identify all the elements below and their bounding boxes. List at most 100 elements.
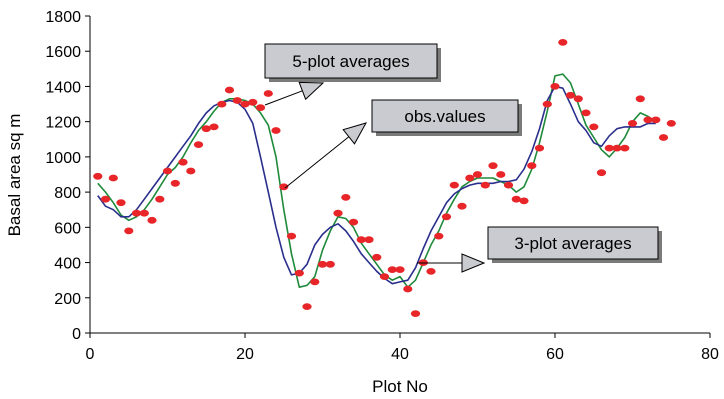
y-tick-label: 200 bbox=[54, 291, 81, 308]
obs-point bbox=[131, 209, 142, 217]
obs-point bbox=[240, 100, 250, 108]
y-tick-label: 0 bbox=[72, 326, 81, 343]
obs-point bbox=[93, 172, 103, 180]
callout-3: 3-plot averages bbox=[417, 226, 662, 273]
callout-box bbox=[487, 226, 659, 260]
obs-point bbox=[449, 181, 459, 189]
callouts: 5-plot averages obs.values 3-plot averages bbox=[264, 43, 662, 273]
callout-arrow-shaft bbox=[264, 90, 303, 106]
x-axis-title: Plot No bbox=[372, 377, 428, 396]
obs-point bbox=[124, 227, 134, 235]
callout-box bbox=[371, 99, 519, 133]
obs-point bbox=[224, 86, 235, 94]
obs-point bbox=[356, 236, 366, 244]
obs-point bbox=[116, 199, 126, 207]
obs-point bbox=[294, 269, 304, 277]
obs-point bbox=[108, 174, 118, 182]
obs-point bbox=[263, 90, 273, 97]
x-tick-label: 40 bbox=[391, 346, 409, 363]
obs-point bbox=[372, 253, 382, 261]
obs-point bbox=[612, 144, 622, 152]
obs-point bbox=[201, 125, 211, 133]
obs-point bbox=[232, 97, 242, 104]
obs-point bbox=[589, 123, 599, 131]
obs-point bbox=[565, 91, 576, 99]
obs-point bbox=[488, 162, 498, 170]
obs-point bbox=[279, 183, 289, 191]
callout-2: obs.values bbox=[284, 99, 522, 189]
obs-point bbox=[147, 216, 157, 224]
obs-point bbox=[193, 141, 204, 149]
obs-point bbox=[581, 109, 591, 117]
obs-point bbox=[457, 202, 467, 210]
obs-point bbox=[286, 232, 297, 240]
callout-label: 3-plot averages bbox=[514, 234, 631, 253]
plot-area bbox=[93, 39, 676, 317]
obs-point bbox=[643, 116, 653, 124]
callout-label: obs.values bbox=[404, 107, 485, 126]
x-tick-label: 60 bbox=[546, 346, 564, 363]
obs-point bbox=[426, 268, 436, 275]
y-tick-label: 1400 bbox=[45, 79, 81, 96]
obs-point bbox=[573, 95, 583, 103]
y-tick-label: 1800 bbox=[45, 9, 81, 26]
series-line-1 bbox=[97, 73, 657, 288]
obs-point bbox=[271, 127, 281, 134]
obs-point bbox=[666, 120, 676, 127]
callout-arrow-head bbox=[461, 253, 486, 273]
obs-point bbox=[387, 266, 397, 273]
obs-point bbox=[534, 144, 545, 152]
obs-point bbox=[604, 144, 614, 152]
obs-point bbox=[100, 195, 111, 203]
obs-point bbox=[627, 120, 638, 127]
x-tick-label: 80 bbox=[701, 346, 719, 363]
obs-point bbox=[170, 179, 180, 187]
callout-arrow-head bbox=[298, 81, 325, 101]
obs-point bbox=[465, 174, 475, 182]
obs-point bbox=[434, 232, 444, 240]
y-tick-label: 600 bbox=[54, 220, 81, 237]
obs-point bbox=[341, 194, 351, 201]
callout-label: 5-plot averages bbox=[292, 52, 409, 71]
x-tick-label: 0 bbox=[86, 346, 95, 363]
obs-point bbox=[635, 95, 645, 103]
obs-point bbox=[596, 169, 607, 177]
x-tick-label: 20 bbox=[236, 346, 254, 363]
obs-point bbox=[550, 83, 560, 90]
obs-point bbox=[658, 134, 669, 141]
obs-point bbox=[496, 171, 506, 178]
axes: 0 200 400 600 800 1000 1200 1400 1600 1800 0 20 40 60… bbox=[45, 9, 719, 363]
obs-point bbox=[178, 158, 188, 166]
obs-point bbox=[348, 218, 359, 226]
callout-box bbox=[264, 43, 438, 79]
obs-point bbox=[441, 213, 452, 221]
y-tick-label: 1000 bbox=[45, 150, 81, 167]
obs-point bbox=[317, 260, 328, 268]
obs-point bbox=[651, 116, 661, 124]
callout-1: 5-plot averages bbox=[264, 43, 441, 106]
obs-point bbox=[519, 197, 529, 205]
obs-point bbox=[542, 100, 552, 108]
y-axis-title: Basal area sq m bbox=[5, 114, 24, 237]
obs-point bbox=[217, 100, 227, 108]
obs-point bbox=[503, 181, 514, 189]
series-line-2 bbox=[97, 85, 656, 285]
obs-point bbox=[248, 98, 258, 106]
callout-arrow-head bbox=[342, 122, 368, 145]
y-tick-label: 1200 bbox=[45, 115, 81, 132]
obs-point bbox=[527, 162, 537, 170]
obs-point bbox=[364, 236, 374, 244]
obs-point bbox=[209, 123, 219, 131]
obs-point bbox=[395, 266, 405, 273]
obs-point bbox=[403, 285, 413, 293]
obs-point bbox=[155, 195, 165, 203]
obs-point bbox=[558, 39, 568, 46]
callout-arrow-shaft bbox=[284, 136, 350, 189]
obs-point bbox=[186, 167, 196, 175]
obs-point bbox=[310, 278, 320, 286]
obs-point bbox=[480, 181, 490, 189]
obs-point bbox=[255, 104, 266, 111]
obs-point bbox=[139, 209, 149, 217]
obs-point bbox=[325, 260, 335, 268]
